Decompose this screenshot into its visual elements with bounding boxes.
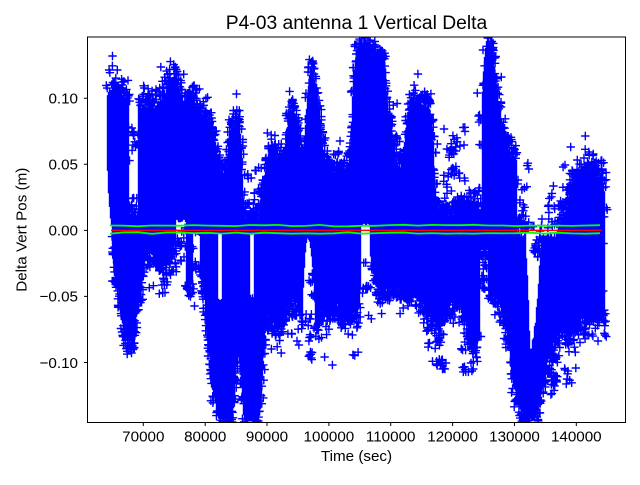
svg-text:130000: 130000 — [489, 428, 540, 445]
svg-text:100000: 100000 — [304, 428, 355, 445]
svg-text:−0.10: −0.10 — [40, 355, 78, 372]
svg-text:70000: 70000 — [122, 428, 164, 445]
svg-text:120000: 120000 — [427, 428, 478, 445]
svg-text:−0.05: −0.05 — [40, 289, 78, 306]
svg-text:140000: 140000 — [551, 428, 602, 445]
svg-text:Delta Vert Pos (m): Delta Vert Pos (m) — [14, 168, 31, 292]
svg-text:80000: 80000 — [184, 428, 226, 445]
svg-text:P4-03 antenna 1 Vertical Delta: P4-03 antenna 1 Vertical Delta — [226, 13, 488, 34]
svg-text:90000: 90000 — [246, 428, 288, 445]
svg-text:110000: 110000 — [366, 428, 416, 445]
svg-text:0.00: 0.00 — [48, 223, 78, 240]
svg-text:Time (sec): Time (sec) — [321, 448, 392, 465]
svg-text:0.05: 0.05 — [48, 157, 78, 174]
svg-text:0.10: 0.10 — [48, 91, 78, 108]
